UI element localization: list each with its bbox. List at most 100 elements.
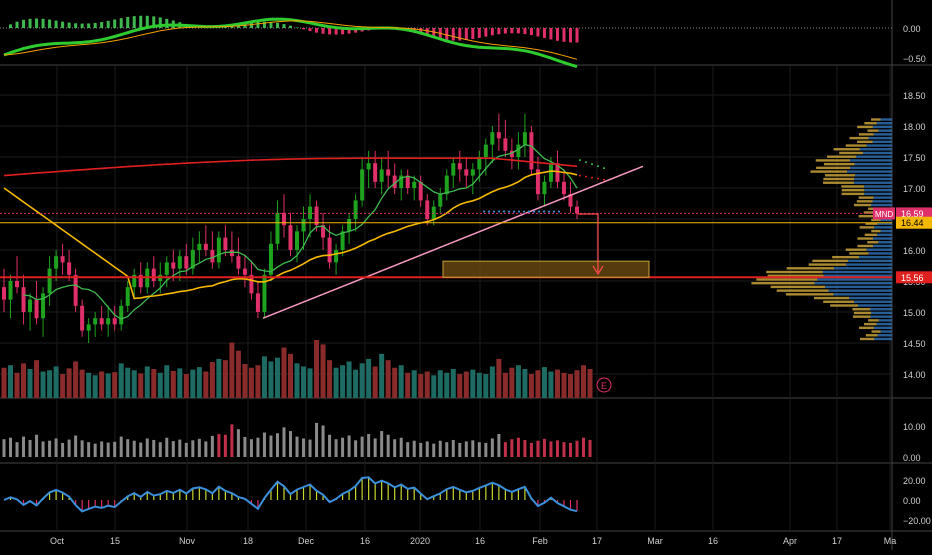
volume-profile-bar	[880, 118, 892, 121]
volume-panel-bar	[132, 440, 136, 457]
candle-body	[555, 163, 560, 182]
volume-panel-bar	[28, 439, 32, 457]
volume-panel-bar	[308, 439, 312, 457]
volume-panel-bar	[555, 440, 559, 457]
volume-bar	[483, 374, 489, 398]
macd-histogram-bar	[308, 28, 312, 32]
volume-bar	[47, 370, 53, 398]
volume-panel-bar	[380, 431, 384, 457]
volume-profile-bar	[845, 248, 867, 251]
macd-histogram-bar	[54, 20, 58, 28]
volume-profile-bar	[871, 118, 881, 121]
candle-body	[392, 175, 397, 188]
volume-profile-bar	[864, 192, 892, 196]
volume-panel-bar	[386, 434, 390, 457]
candle-body	[281, 212, 286, 226]
volume-bar	[66, 368, 72, 398]
volume-panel-bar	[347, 435, 351, 457]
volume-bar	[268, 361, 274, 398]
volume-panel-bar	[80, 440, 84, 457]
volume-profile-bar	[823, 177, 855, 181]
volume-panel-bar	[126, 439, 130, 457]
candle-body	[477, 157, 482, 170]
candle-body	[138, 274, 143, 288]
projection-dot	[603, 178, 605, 181]
volume-panel-bar	[438, 440, 442, 457]
volume-panel-bar	[191, 440, 195, 457]
volume-panel-bar	[9, 437, 13, 457]
macd-histogram-bar	[354, 28, 358, 33]
candle-body	[490, 132, 495, 145]
candle-body	[242, 268, 247, 275]
volume-bar	[379, 353, 385, 398]
candle-body	[275, 212, 280, 244]
volume-bar	[40, 371, 46, 398]
macd-histogram-bar	[67, 22, 71, 28]
time-axis-label: Dec	[298, 536, 315, 546]
volume-profile-bar	[878, 319, 892, 322]
candle-body	[34, 299, 39, 319]
volume-panel-bar	[178, 439, 182, 457]
macd-histogram-bar	[15, 21, 19, 28]
signal-dot	[507, 210, 511, 213]
volume-profile-bar	[877, 334, 892, 337]
time-axis-label: Ma	[884, 536, 897, 546]
volume-bar	[248, 367, 254, 398]
signal-dot	[552, 210, 556, 213]
candle-body	[561, 181, 566, 195]
volume-profile-bar	[766, 270, 823, 274]
volume-profile-bar	[870, 308, 892, 311]
projection-dot	[579, 174, 581, 177]
volume-bar	[567, 374, 573, 398]
signal-dot	[487, 210, 491, 213]
candle-body	[197, 243, 202, 250]
volume-bar	[235, 350, 241, 398]
volume-profile-bar	[850, 166, 892, 170]
volume-profile-bar	[863, 211, 877, 214]
volume-profile-bar	[865, 222, 878, 225]
time-axis-label: Apr	[783, 536, 797, 546]
volume-bar	[418, 374, 424, 398]
macd-histogram-bar	[87, 23, 91, 28]
volume-profile-bar	[870, 315, 892, 318]
level-mid-badge: 16.44	[901, 218, 924, 228]
macd-histogram-bar	[80, 23, 84, 28]
macd-histogram-bar	[477, 28, 481, 38]
candle-body	[223, 237, 228, 250]
volume-profile-bar	[859, 326, 874, 330]
volume-bar	[307, 368, 313, 398]
volume-profile-bar	[839, 151, 863, 155]
volume-profile-bar	[858, 304, 892, 307]
volume-panel-bar	[256, 437, 260, 457]
signal-dot	[517, 210, 521, 213]
volume-bar	[255, 365, 261, 398]
candle-body	[216, 237, 221, 263]
volume-panel-bar	[119, 436, 123, 457]
volume-bar	[79, 369, 85, 398]
macd-histogram-bar	[471, 28, 475, 40]
candle-body	[8, 281, 13, 300]
volume-panel-bar	[536, 440, 540, 457]
candle-body	[60, 256, 65, 263]
volume-profile-bar	[872, 140, 892, 144]
volume-profile-bar	[841, 185, 865, 188]
time-axis-label: 16	[708, 536, 718, 546]
time-axis-label: Oct	[50, 536, 65, 546]
volume-panel-bar	[328, 434, 332, 457]
macd-histogram-bar	[282, 24, 286, 28]
macd-histogram-bar	[9, 24, 13, 28]
volume-panel-bar	[373, 438, 377, 457]
volume-bar	[587, 369, 593, 398]
volume-bar	[53, 366, 59, 398]
candle-body	[15, 281, 20, 288]
candle-body	[86, 324, 91, 331]
level-mid-badge-bg	[896, 216, 932, 229]
macd-histogram-bar	[425, 28, 429, 37]
macd-histogram-bar	[139, 15, 143, 28]
volume-bar	[14, 372, 20, 398]
volume-panel-bar	[354, 440, 358, 457]
signal-dot	[482, 210, 486, 213]
volume-bar	[203, 371, 209, 398]
candle-body	[203, 243, 208, 250]
